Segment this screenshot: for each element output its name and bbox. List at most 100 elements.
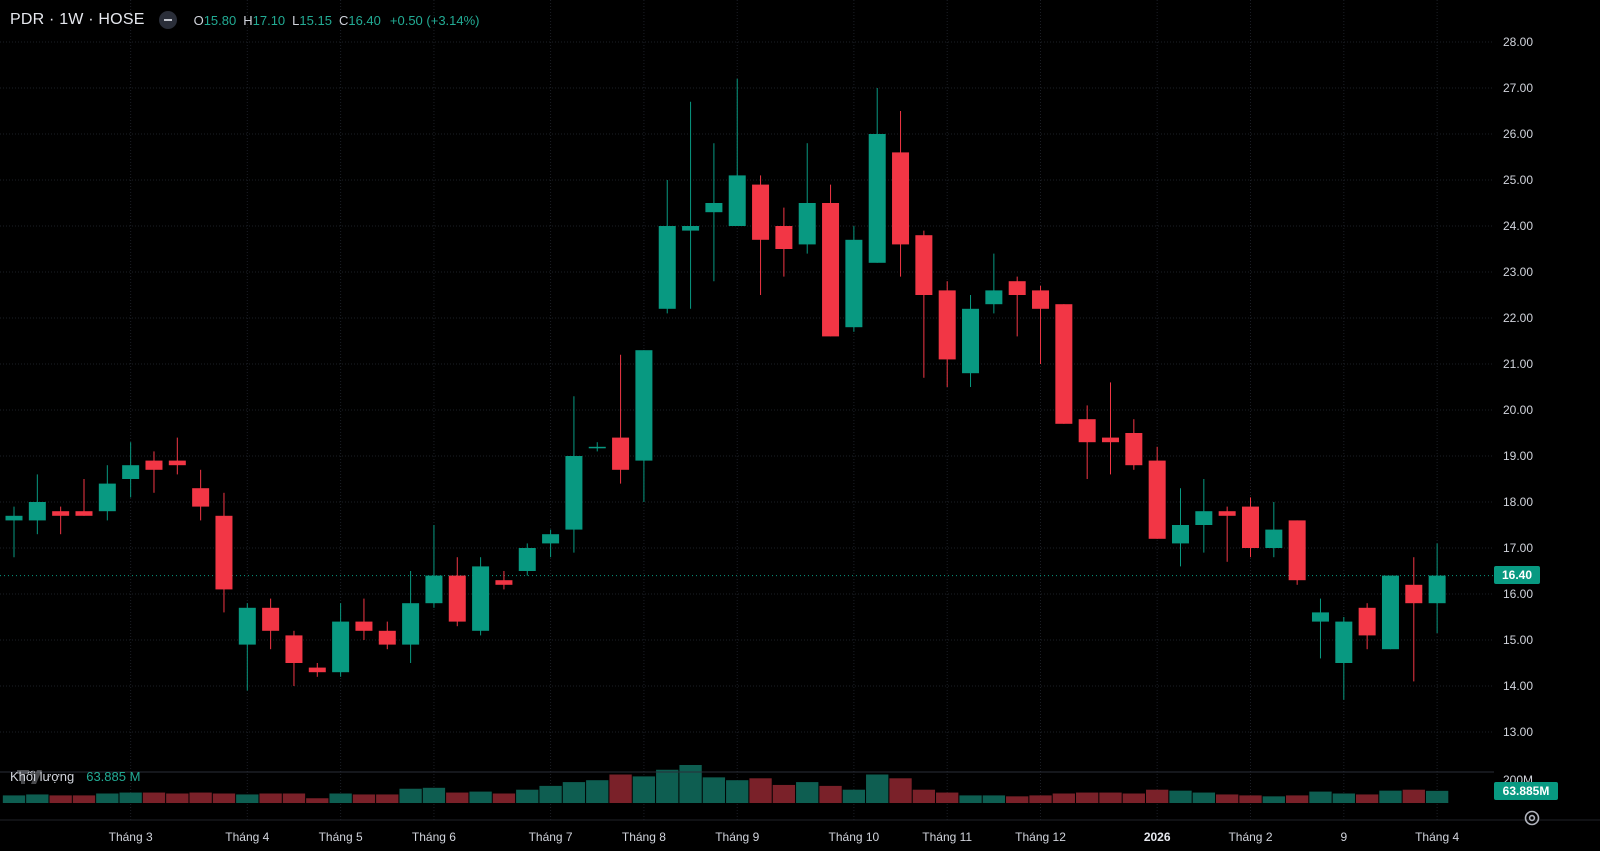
candle-body (1078, 419, 1096, 443)
volume-bar (399, 788, 422, 803)
volume-legend[interactable]: Khối lượng 63.885 M (10, 769, 140, 784)
candle (1102, 382, 1120, 475)
candle (1381, 575, 1399, 650)
price-tick-label: 23.00 (1503, 265, 1533, 279)
tradingview-logo-icon (17, 770, 42, 784)
last-price-badge: 16.40 (1494, 566, 1540, 584)
candle (1358, 603, 1376, 650)
candle (542, 529, 560, 558)
volume-bar (1122, 793, 1146, 803)
volume-bar (679, 765, 702, 803)
time-tick-label: Tháng 5 (319, 830, 363, 844)
minus-circle-icon[interactable] (158, 11, 177, 29)
symbol-title[interactable]: PDR · 1W · HOSE (10, 11, 145, 28)
candle-body (1428, 575, 1446, 604)
candle-body (168, 460, 186, 466)
candle-body (682, 226, 700, 231)
candle (145, 451, 163, 493)
candle-body (588, 446, 606, 449)
volume-bar (796, 782, 819, 803)
candle-body (1265, 529, 1283, 548)
candle (938, 281, 956, 387)
candle (332, 603, 350, 677)
volume-bar (2, 795, 26, 803)
candle (705, 143, 723, 282)
candle-body (658, 226, 676, 309)
volume-bar (1029, 795, 1052, 803)
price-tick-label: 14.00 (1503, 679, 1533, 693)
candle (775, 207, 793, 277)
symbol-legend[interactable]: PDR · 1W · HOSE O 15.80 H 17.10 L 15.15 C 16… (10, 9, 480, 31)
close-label: C (338, 12, 349, 28)
volume-bar (1052, 793, 1076, 803)
candle (192, 469, 210, 521)
volume-bar (376, 794, 399, 803)
volume-bar (96, 793, 119, 803)
candle-body (775, 226, 793, 249)
candle (1195, 479, 1213, 553)
candle (612, 354, 630, 484)
volume-bar (656, 769, 679, 803)
volume-bar (1215, 794, 1239, 803)
candle-body (355, 621, 373, 631)
volume-bar (889, 778, 912, 803)
candle-body (822, 203, 840, 337)
candle (1265, 502, 1283, 558)
volume-bar (1262, 796, 1285, 803)
open-value: 15.80 (203, 12, 237, 28)
candle-body (612, 437, 630, 470)
candle-body (1125, 433, 1143, 466)
volume-label: Khối lượng (10, 769, 75, 784)
volume-bars (2, 765, 1449, 803)
volume-bar (842, 789, 866, 803)
candle-body (425, 575, 443, 604)
time-tick-label: Tháng 6 (412, 830, 456, 844)
volume-bar (819, 785, 842, 803)
candle-body (332, 621, 350, 673)
candle-body (52, 511, 70, 516)
time-axis[interactable]: Tháng 3 Tháng 4 Tháng 5 Tháng 6 Tháng 7 Tháng… (109, 830, 1460, 844)
price-tick-label: 16.00 (1503, 587, 1533, 601)
volume-bar (912, 789, 936, 803)
candle-body (262, 607, 280, 631)
candle-body (798, 203, 816, 245)
candle (52, 506, 70, 535)
candle-body (1241, 506, 1259, 548)
candle-body (1311, 612, 1329, 622)
candle-body (1218, 511, 1236, 516)
volume-bar (516, 789, 539, 803)
volume-bar (329, 793, 352, 803)
candle (495, 571, 513, 590)
price-tick-label: 26.00 (1503, 127, 1533, 141)
candle (728, 78, 746, 226)
volume-bar (936, 792, 959, 803)
volume-bar (49, 795, 72, 803)
candle (378, 621, 396, 650)
high-label: H (243, 12, 253, 28)
price-tick-label: 22.00 (1503, 311, 1533, 325)
price-axis[interactable]: 28.00 27.00 26.00 25.00 24.00 23.00 22.00 21.00… (1503, 35, 1533, 739)
candle-body (448, 575, 466, 622)
candle (28, 474, 46, 535)
candle (1335, 617, 1353, 700)
candle (658, 180, 676, 314)
candle (1008, 276, 1026, 337)
candle (1148, 446, 1166, 539)
candle (1032, 285, 1050, 364)
volume-bar (539, 785, 562, 803)
gear-icon[interactable] (1522, 808, 1542, 828)
volume-bar (1355, 794, 1379, 803)
candle-body (518, 548, 536, 571)
candle-body (705, 203, 723, 213)
volume-bar (352, 794, 376, 803)
volume-bar (212, 793, 236, 803)
volume-bar (72, 795, 96, 803)
candle (1405, 557, 1423, 682)
last-volume-badge: 63.885M (1494, 782, 1558, 800)
candle (682, 101, 700, 309)
candle (822, 184, 840, 337)
candle (1055, 304, 1073, 424)
volume-bar (259, 793, 282, 803)
